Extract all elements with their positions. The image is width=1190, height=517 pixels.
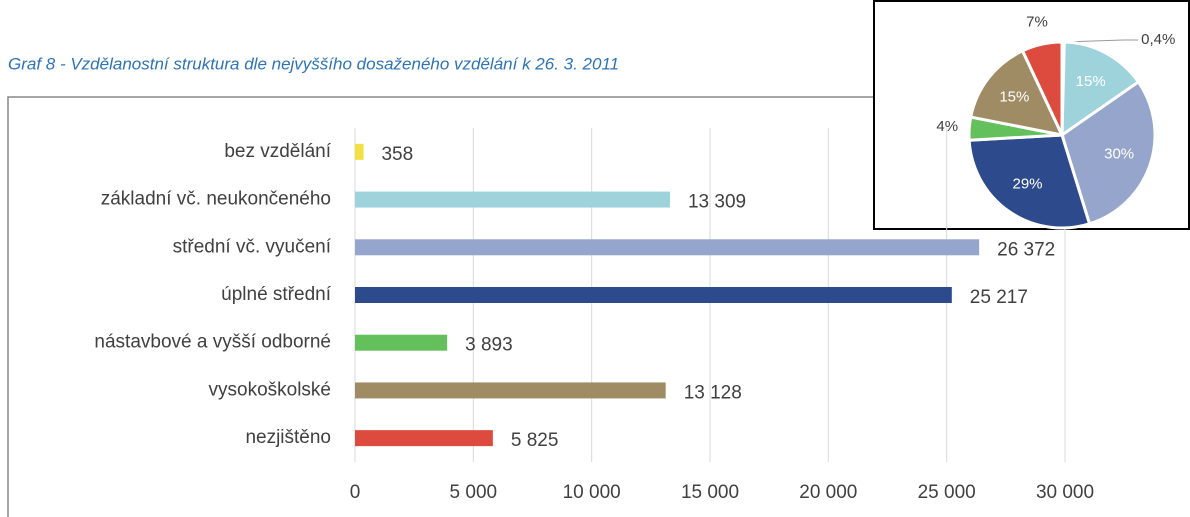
y-tick-label: nástavbové a vyšší odborné	[94, 332, 331, 353]
pie-label: 29%	[1013, 176, 1043, 193]
data-label: 26 372	[997, 239, 1055, 260]
pie-label: 15%	[999, 89, 1029, 106]
x-tick-label: 10 000	[563, 482, 621, 503]
bar	[355, 430, 493, 447]
pie-slice	[968, 48, 1065, 138]
leader-line	[1063, 39, 1139, 43]
y-tick-label: vysokoškolské	[209, 379, 332, 400]
bar	[355, 191, 670, 208]
pie-slice	[967, 133, 1092, 230]
pie-label: 7%	[1026, 14, 1048, 31]
data-label: 25 217	[970, 287, 1028, 308]
x-tick-label: 0	[350, 482, 361, 503]
data-label: 13 128	[684, 382, 742, 403]
y-tick-label: základní vč. neukončeného	[101, 189, 331, 210]
data-label: 13 309	[688, 192, 746, 213]
chart-title: Graf 8 - Vzdělanostní struktura dle nejv…	[8, 54, 619, 73]
pie-label: 0,4%	[1141, 31, 1175, 48]
pie-label: 4%	[936, 118, 958, 135]
y-tick-label: bez vzdělání	[224, 141, 331, 162]
pie-slice	[1020, 40, 1064, 136]
bar	[355, 239, 980, 256]
data-label: 358	[381, 144, 413, 165]
x-tick-label: 20 000	[799, 482, 857, 503]
y-tick-label: nezjištěno	[245, 427, 331, 448]
pie-label: 15%	[1076, 73, 1106, 90]
data-label: 3 893	[465, 335, 513, 356]
bar	[355, 334, 448, 351]
pie-slice	[1060, 40, 1141, 138]
data-label: 5 825	[511, 430, 559, 451]
pie-label: 30%	[1104, 146, 1134, 163]
y-tick-label: úplné střední	[221, 284, 332, 305]
pie-slice	[1060, 79, 1157, 226]
y-tick-label: střední vč. vyučení	[173, 236, 332, 257]
x-tick-label: 5 000	[450, 482, 498, 503]
x-tick-label: 25 000	[918, 482, 976, 503]
bar	[355, 287, 952, 303]
x-tick-label: 15 000	[681, 482, 739, 503]
plot-frame	[7, 96, 885, 517]
x-tick-label: 30 000	[1036, 482, 1094, 503]
bar	[355, 143, 364, 160]
bar	[355, 382, 666, 399]
